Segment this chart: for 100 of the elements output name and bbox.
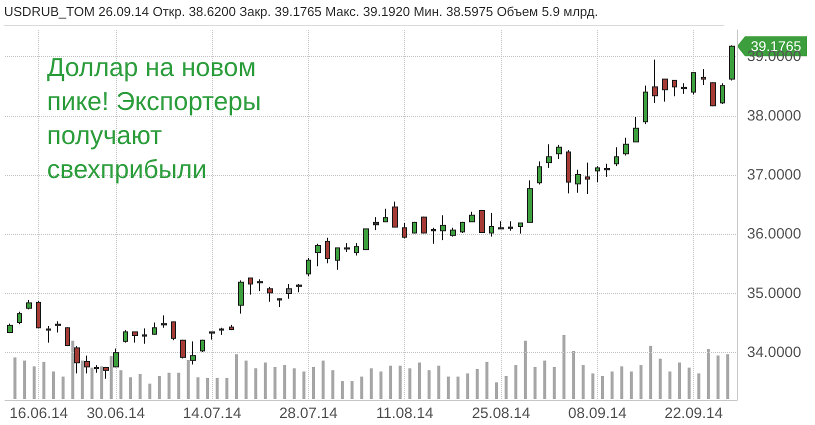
bar: [225, 378, 228, 399]
bar: [80, 360, 84, 399]
bar: [32, 366, 36, 399]
bar: [610, 371, 614, 399]
candlestick: [248, 276, 253, 296]
candlestick: [315, 243, 321, 267]
bar: [476, 368, 479, 399]
candlestick: [412, 221, 417, 234]
bar: [495, 382, 498, 399]
candlestick: [585, 162, 590, 194]
bar: [71, 340, 74, 399]
bar: [129, 377, 132, 399]
candlestick: [209, 330, 215, 340]
bar: [119, 370, 122, 399]
bar: [620, 366, 624, 399]
candlestick: [460, 221, 465, 234]
bar: [697, 373, 700, 399]
candlestick: [180, 339, 186, 360]
candlestick: [729, 44, 735, 81]
bar: [216, 378, 219, 399]
bar: [148, 384, 152, 399]
x-tick-label: 08.09.14: [568, 405, 627, 422]
candlestick: [662, 78, 668, 102]
bar: [466, 373, 470, 399]
candlestick: [65, 326, 70, 347]
candlestick: [123, 330, 128, 344]
bar: [274, 367, 276, 399]
bar: [649, 346, 652, 399]
candlestick: [354, 242, 359, 256]
x-tick-label: 28.07.14: [279, 405, 338, 422]
candlestick: [229, 324, 234, 331]
bar: [90, 368, 94, 399]
bar: [52, 371, 55, 399]
bar: [437, 366, 440, 399]
bar: [572, 351, 576, 399]
bar: [206, 378, 210, 399]
candlestick: [171, 320, 176, 341]
candlestick: [103, 366, 109, 380]
candlestick: [296, 283, 302, 293]
bar: [485, 362, 488, 399]
candlestick: [595, 166, 600, 183]
bar: [514, 365, 518, 399]
bar: [640, 365, 642, 399]
bar: [658, 358, 662, 399]
candlestick: [623, 137, 629, 156]
candlestick: [643, 85, 648, 125]
candlestick: [537, 160, 542, 186]
candlestick: [527, 180, 533, 223]
bar: [504, 376, 508, 399]
candlestick: [132, 330, 138, 344]
candlestick: [277, 298, 282, 308]
candlestick: [701, 68, 706, 86]
candlestick: [710, 82, 716, 107]
bar: [100, 366, 104, 399]
bar: [428, 370, 431, 399]
candlestick: [363, 228, 369, 250]
candlestick: [152, 322, 157, 336]
candlestick: [633, 116, 639, 142]
bar: [600, 376, 604, 399]
candlestick: [546, 144, 552, 168]
candlestick: [113, 348, 119, 368]
bar: [418, 362, 421, 399]
bar: [322, 360, 325, 399]
bar: [62, 376, 65, 399]
x-tick-label: 16.06.14: [10, 405, 68, 422]
bar: [630, 371, 633, 399]
candlestick: [431, 227, 436, 244]
bar: [552, 367, 556, 399]
bar: [591, 373, 594, 399]
candlestick: [575, 169, 581, 194]
bar: [678, 362, 682, 399]
candlestick: [335, 247, 340, 270]
candlestick: [84, 355, 90, 374]
candlestick: [238, 280, 244, 314]
candlestick: [440, 214, 446, 241]
candlestick: [344, 242, 350, 252]
bar: [562, 335, 566, 399]
bar: [726, 354, 730, 399]
bar: [456, 376, 460, 399]
bar: [42, 362, 46, 399]
bar: [360, 376, 364, 399]
candlestick: [94, 364, 99, 374]
x-tick-label: 22.09.14: [664, 405, 723, 422]
bar: [158, 376, 161, 399]
candlestick: [383, 208, 388, 222]
bar: [13, 357, 16, 399]
candlestick: [267, 286, 273, 302]
y-tick-label: 38.0000: [747, 107, 802, 124]
bar: [370, 368, 373, 399]
bar: [350, 381, 354, 399]
candlestick: [518, 222, 523, 234]
candlestick: [142, 328, 147, 344]
candlestick: [508, 220, 513, 232]
candlestick: [652, 59, 658, 104]
candlestick: [681, 82, 687, 94]
candlestick: [421, 216, 427, 234]
bar: [331, 370, 334, 399]
candlestick: [373, 216, 379, 231]
bar: [177, 372, 180, 399]
x-tick-label: 30.06.14: [86, 405, 145, 422]
